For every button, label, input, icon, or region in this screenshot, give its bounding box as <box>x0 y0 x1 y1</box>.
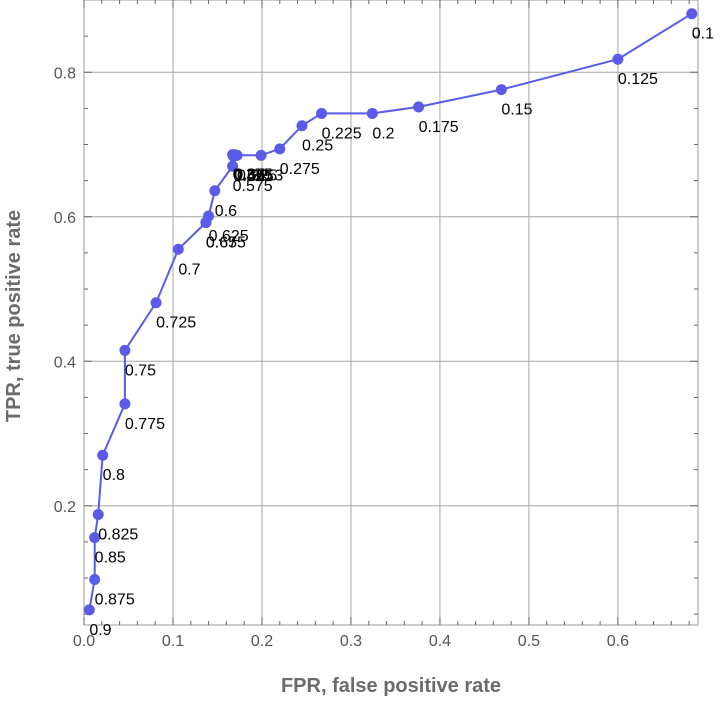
threshold-label: 0.725 <box>156 315 196 332</box>
threshold-label: 0.6 <box>215 203 237 220</box>
threshold-label: 0.475 <box>233 168 273 185</box>
y-tick-label: 0.4 <box>54 354 76 371</box>
data-point <box>150 297 162 309</box>
threshold-label: 0.225 <box>322 125 362 142</box>
x-tick-label: 0.6 <box>607 633 629 650</box>
threshold-label: 0.375 <box>233 167 273 184</box>
data-point <box>296 120 308 132</box>
threshold-label: 0.775 <box>125 416 165 433</box>
data-point <box>316 107 328 119</box>
data-point <box>172 243 184 255</box>
threshold-label: 0.65 <box>206 235 237 252</box>
threshold-label: 0.825 <box>98 526 138 543</box>
axis-ticks: 0.0 0.1 0.2 0.3 0.4 0.5 0.60.20.40.60.8 <box>54 0 698 650</box>
data-point <box>83 604 95 616</box>
threshold-label: 0.2 <box>372 125 394 142</box>
y-axis-label: TPR, true positive rate <box>3 210 25 422</box>
threshold-label: 0.525 <box>233 168 273 185</box>
data-point <box>227 150 239 162</box>
x-tick-label: 0.0 <box>73 633 95 650</box>
data-point <box>119 398 131 410</box>
threshold-label: 0.625 <box>209 228 249 245</box>
plot-frame <box>83 0 699 626</box>
x-tick-label: 0.5 <box>518 633 540 650</box>
roc-curve-line <box>88 12 693 610</box>
threshold-label: 0.45 <box>233 168 264 185</box>
threshold-label: 0.875 <box>95 591 135 608</box>
threshold-label: 0.425 <box>233 168 273 185</box>
threshold-label: 0.7 <box>178 261 200 278</box>
data-point <box>227 160 239 172</box>
threshold-label: 0.3 <box>261 167 283 184</box>
threshold-label: 0.8 <box>103 467 125 484</box>
data-point <box>612 53 624 65</box>
threshold-label: 0.275 <box>280 161 320 178</box>
data-point <box>200 217 212 229</box>
threshold-label: 0.15 <box>501 102 532 119</box>
threshold-label: 0.175 <box>419 119 459 136</box>
data-point <box>209 185 221 197</box>
data-point <box>119 344 131 356</box>
x-tick-label: 0.2 <box>251 633 273 650</box>
y-tick-label: 0.8 <box>54 65 76 82</box>
data-point <box>366 107 378 119</box>
x-tick-label: 0.1 <box>162 633 184 650</box>
data-point <box>97 449 109 461</box>
x-tick-label: 0.4 <box>429 633 451 650</box>
threshold-label: 0.75 <box>125 362 156 379</box>
threshold-label: 0.9 <box>89 622 111 639</box>
data-point <box>255 149 267 161</box>
roc-series <box>83 8 698 616</box>
threshold-label: 0.4 <box>233 168 255 185</box>
threshold-label: 0.1 <box>692 26 714 43</box>
threshold-label: 0.25 <box>302 138 333 155</box>
threshold-label: 0.5 <box>233 168 255 185</box>
threshold-label: 0.35 <box>234 167 265 184</box>
data-point <box>686 8 698 20</box>
y-tick-label: 0.6 <box>54 210 76 227</box>
grid <box>84 0 698 625</box>
data-point <box>89 573 101 585</box>
threshold-label: 0.675 <box>206 235 246 252</box>
data-point <box>89 532 101 544</box>
threshold-label: 0.575 <box>233 178 273 195</box>
threshold-label: 0.325 <box>237 167 277 184</box>
x-axis-label: FPR, false positive rate <box>281 675 501 697</box>
data-point <box>413 101 425 113</box>
data-point <box>274 143 286 155</box>
threshold-label: 0.85 <box>95 550 126 567</box>
y-tick-label: 0.2 <box>54 499 76 516</box>
data-point <box>495 84 507 96</box>
data-point <box>92 508 104 520</box>
threshold-label: 0.125 <box>618 71 658 88</box>
threshold-label: 0.55 <box>233 168 264 185</box>
x-tick-label: 0.3 <box>340 633 362 650</box>
